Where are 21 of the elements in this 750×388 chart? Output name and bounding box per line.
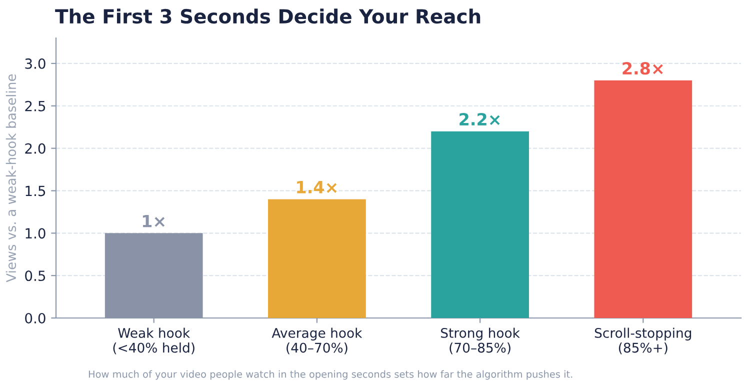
- y-tick-label: 0.0: [25, 312, 46, 324]
- y-tick-label: 3.0: [25, 58, 46, 69]
- text: How much of your video people watch in the opening seconds sets how far the algorithm pushes it.: [88, 370, 572, 380]
- x-tick-label: Scroll-stopping (85%+): [594, 328, 692, 354]
- bar: [268, 199, 366, 318]
- x-tick-label: Average hook (40–70%): [272, 328, 362, 354]
- data-label: 1×: [142, 214, 165, 228]
- y-axis-title: Views vs. a weak-hook baseline: [6, 74, 16, 282]
- data-label: 1.4×: [297, 181, 337, 194]
- y-tick-label: 1.0: [26, 228, 46, 239]
- y-tick-label: 2.5: [25, 100, 46, 112]
- bar: [594, 80, 692, 318]
- data-label: 2.2×: [460, 112, 500, 126]
- y-tick-label: 0.5: [25, 270, 46, 282]
- bar: [431, 131, 529, 318]
- data-label: 2.8×: [622, 62, 663, 75]
- y-tick-label: 2.0: [25, 143, 46, 154]
- x-tick-label: Weak hook (<40% held): [113, 328, 194, 354]
- y-tick-label: 1.5: [26, 186, 46, 196]
- chart-title: The First 3 Seconds Decide Your Reach: [55, 8, 480, 24]
- x-tick-label: Strong hook (70–85%): [441, 328, 520, 354]
